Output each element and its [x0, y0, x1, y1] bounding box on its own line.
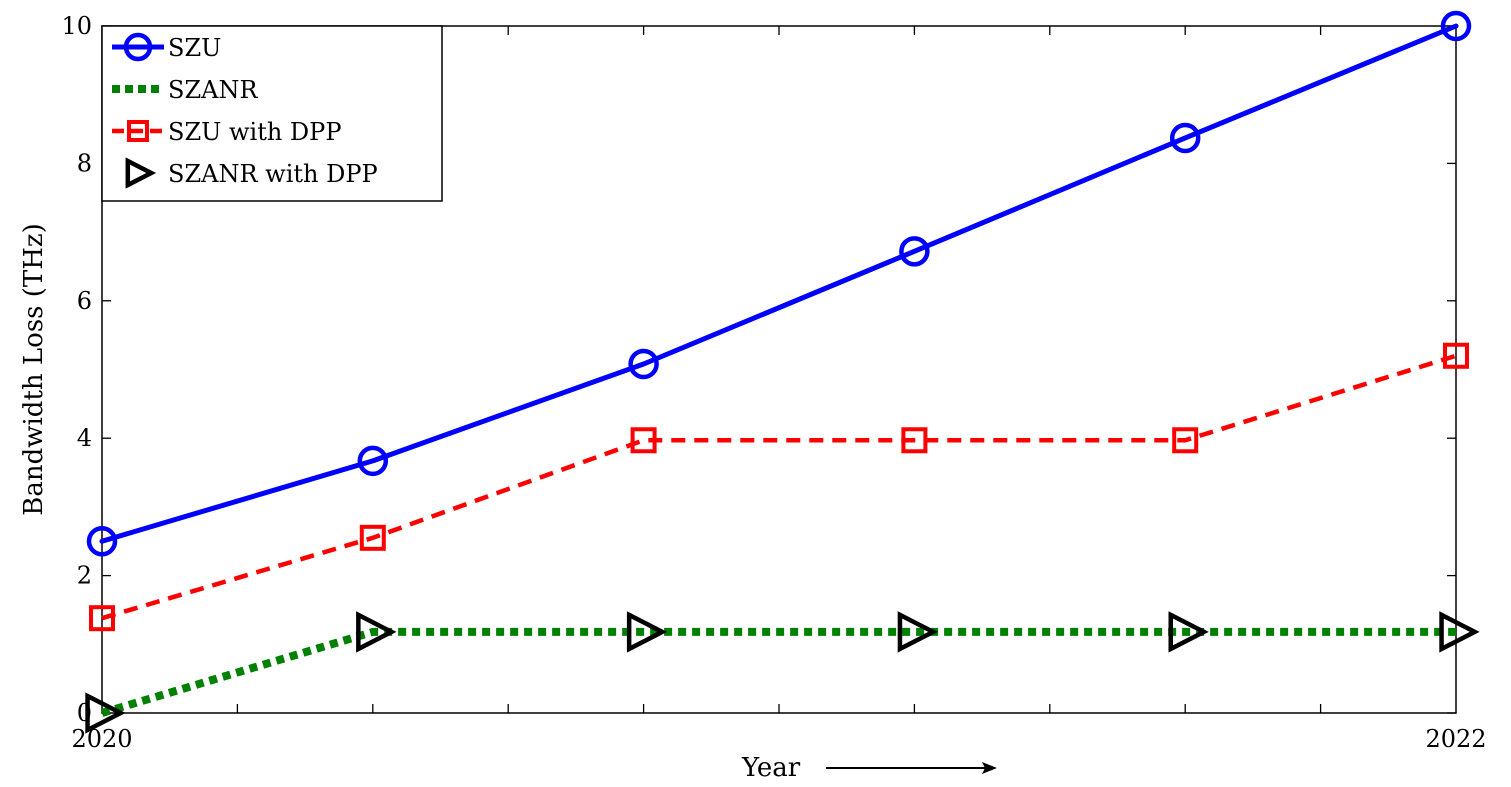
legend-label: SZANR — [168, 76, 258, 104]
data-point — [897, 611, 939, 653]
data-point — [356, 611, 397, 653]
y-tick-label: 10 — [61, 12, 92, 40]
data-point — [630, 427, 657, 454]
data-point — [1440, 10, 1472, 42]
legend-item: SZU with DPP — [112, 118, 341, 146]
legend: SZU SZANR SZU with DPP SZANR with DPP — [101, 25, 443, 202]
series-line — [100, 627, 1456, 717]
legend-box — [101, 25, 443, 202]
series-szu — [86, 10, 1472, 557]
legend-label: SZU — [168, 34, 221, 62]
data-point — [901, 427, 928, 454]
y-tick-label: 8 — [77, 149, 92, 177]
series-szu-with-dpp — [89, 342, 1469, 632]
legend-item: SZANR — [112, 76, 258, 104]
series-group — [85, 10, 1480, 734]
legend-label: SZU with DPP — [168, 118, 341, 146]
x-tick-label: 2020 — [71, 725, 132, 753]
legend-label: SZANR with DPP — [168, 160, 378, 188]
data-point — [899, 236, 930, 267]
x-tick-label: 2022 — [1425, 725, 1486, 753]
y-tick-label: 2 — [77, 562, 92, 590]
data-point — [125, 157, 157, 189]
data-point — [1443, 342, 1469, 369]
series-line — [101, 353, 1457, 621]
series-szanr-with-dpp — [85, 611, 1480, 734]
y-axis-title: Bandwidth Loss (THz) — [19, 223, 49, 516]
data-point — [628, 348, 659, 380]
data-point — [123, 32, 153, 62]
data-point — [1169, 122, 1201, 154]
data-point — [626, 611, 668, 653]
data-point — [359, 524, 386, 551]
series-line — [99, 23, 1459, 544]
legend-item: SZU — [112, 32, 221, 62]
data-point — [1168, 611, 1209, 653]
data-point — [127, 120, 149, 142]
data-point — [357, 445, 389, 477]
x-axis-title: Year — [741, 753, 801, 783]
y-tick-label: 6 — [77, 287, 92, 315]
x-axis-arrowhead-icon — [982, 762, 997, 774]
data-point — [85, 692, 126, 734]
data-point — [1172, 427, 1199, 454]
y-tick-label: 4 — [77, 424, 92, 452]
series-szanr — [100, 627, 1456, 717]
data-point — [89, 605, 115, 632]
legend-item: SZANR with DPP — [125, 157, 378, 189]
data-point — [1439, 611, 1480, 653]
data-point — [86, 526, 118, 557]
